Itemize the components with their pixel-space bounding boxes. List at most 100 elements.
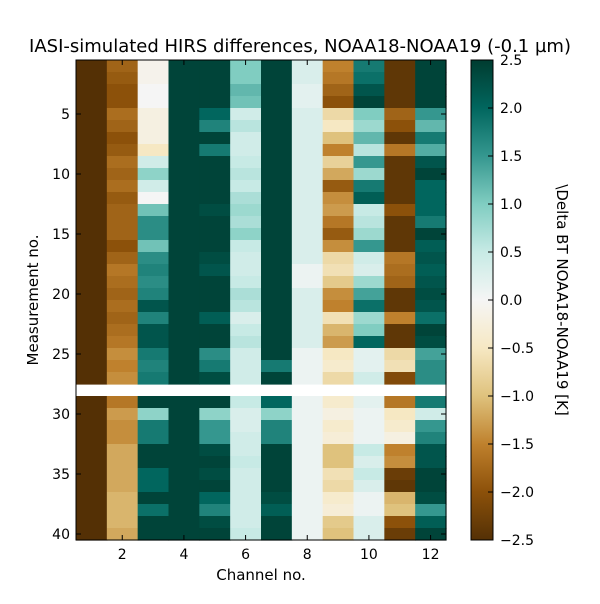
heatmap-cell-r4-c7 — [261, 96, 293, 109]
heatmap-cell-r36-c12 — [415, 480, 447, 493]
heatmap-cell-r17-c7 — [261, 252, 293, 265]
heatmap-cell-r32-c8 — [291, 432, 324, 445]
heatmap-cell-r2-c11 — [384, 72, 416, 85]
heatmap-cell-r26-c2 — [106, 360, 139, 373]
heatmap-cell-r39-c9 — [322, 516, 355, 529]
heatmap-cell-r22-c1 — [76, 312, 108, 325]
colorbar-ticks: −2.5 −2.0 −1.5 −1.0 −0.5 0.0 0.5 1.0 1.5 2.0 2.5 — [488, 53, 534, 549]
heatmap-cell-r2-c6 — [230, 72, 262, 85]
heatmap-cell-r12-c2 — [106, 192, 139, 205]
heatmap-cell-r25-c2 — [106, 348, 139, 361]
heatmap-cell-r17-c4 — [168, 252, 200, 265]
heatmap-cell-r9-c10 — [353, 156, 385, 169]
heatmap-cell-r12-c3 — [137, 192, 170, 205]
heatmap-cell-r18-c2 — [106, 264, 139, 277]
heatmap-cell-r6-c3 — [137, 120, 170, 133]
heatmap-cell-r39-c5 — [199, 516, 231, 529]
heatmap-cell-r35-c3 — [137, 468, 170, 481]
heatmap-cell-r16-c2 — [106, 240, 139, 253]
heatmap-cell-r10-c1 — [76, 168, 108, 181]
heatmap-cell-r32-c6 — [230, 432, 262, 445]
heatmap-cell-r20-c6 — [230, 288, 262, 301]
heatmap-cell-r18-c3 — [137, 264, 170, 277]
heatmap-cell-r40-c12 — [415, 528, 447, 541]
heatmap-cell-r34-c11 — [384, 456, 416, 469]
heatmap-cell-r33-c10 — [353, 444, 385, 457]
heatmap-cell-r38-c8 — [291, 504, 324, 517]
heatmap-cell-r15-c10 — [353, 228, 385, 241]
heatmap-cell-r15-c1 — [76, 228, 108, 241]
heatmap-cell-r5-c6 — [230, 108, 262, 121]
x-axis: 2 4 6 8 10 12 — [118, 60, 440, 563]
heatmap-cell-r16-c3 — [137, 240, 170, 253]
heatmap-cell-r38-c5 — [199, 504, 231, 517]
heatmap-cell-r6-c2 — [106, 120, 139, 133]
heatmap-cell-r38-c10 — [353, 504, 385, 517]
heatmap-cell-r13-c4 — [168, 204, 200, 217]
heatmap-cell-r40-c1 — [76, 528, 108, 541]
heatmap-cell-r24-c8 — [291, 336, 324, 349]
heatmap-cell-r2-c4 — [168, 72, 200, 85]
x-tick-label: 12 — [422, 547, 440, 563]
heatmap-cell-r19-c10 — [353, 276, 385, 289]
heatmap-cell-r17-c9 — [322, 252, 355, 265]
heatmap-cell-r39-c6 — [230, 516, 262, 529]
heatmap-cell-r31-c10 — [353, 420, 385, 433]
heatmap-cell-r7-c9 — [322, 132, 355, 145]
heatmap-cell-r31-c9 — [322, 420, 355, 433]
heatmap-cell-r17-c10 — [353, 252, 385, 265]
heatmap-cell-r14-c8 — [291, 216, 324, 229]
heatmap-cell-r22-c10 — [353, 312, 385, 325]
heatmap-cell-r3-c10 — [353, 84, 385, 97]
colorbar-tick-label: 0.0 — [500, 293, 522, 309]
heatmap-cell-r16-c8 — [291, 240, 324, 253]
colorbar-tick-label: −1.5 — [500, 437, 534, 453]
heatmap-cell-r9-c5 — [199, 156, 231, 169]
heatmap-cell-r13-c6 — [230, 204, 262, 217]
heatmap-cell-r26-c6 — [230, 360, 262, 373]
heatmap-cell-r19-c3 — [137, 276, 170, 289]
heatmap-cell-r21-c4 — [168, 300, 200, 313]
heatmap-cell-r36-c5 — [199, 480, 231, 493]
heatmap-cell-r24-c10 — [353, 336, 385, 349]
heatmap-cell-r31-c6 — [230, 420, 262, 433]
colorbar-tick-label: −2.0 — [500, 485, 534, 501]
heatmap-cell-r12-c12 — [415, 192, 447, 205]
heatmap-cell-r27-c11 — [384, 372, 416, 385]
heatmap-cell-r8-c1 — [76, 144, 108, 157]
colorbar-tick-label: 0.5 — [500, 245, 522, 261]
heatmap-cell-r4-c2 — [106, 96, 139, 109]
heatmap-cell-r15-c5 — [199, 228, 231, 241]
heatmap-cell-r19-c9 — [322, 276, 355, 289]
heatmap-cell-r2-c10 — [353, 72, 385, 85]
heatmap-cell-r36-c1 — [76, 480, 108, 493]
heatmap-cell-r35-c11 — [384, 468, 416, 481]
y-tick-label: 25 — [52, 347, 70, 363]
heatmap-cell-r1-c12 — [415, 60, 447, 73]
heatmap-cell-r19-c5 — [199, 276, 231, 289]
colorbar-tick-label: −2.5 — [500, 533, 534, 549]
colorbar-tick-label: 2.5 — [500, 53, 522, 69]
y-axis: 5 10 15 20 25 30 35 40 — [52, 107, 446, 543]
heatmap-cell-r39-c7 — [261, 516, 293, 529]
heatmap-cell-r13-c9 — [322, 204, 355, 217]
heatmap-cell-r33-c7 — [261, 444, 293, 457]
heatmap-cell-r30-c11 — [384, 408, 416, 421]
heatmap-cell-r29-c11 — [384, 396, 416, 409]
heatmap-cell-r23-c11 — [384, 324, 416, 337]
heatmap-cell-r34-c2 — [106, 456, 139, 469]
heatmap-cell-r36-c4 — [168, 480, 200, 493]
heatmap-cell-r24-c7 — [261, 336, 293, 349]
heatmap-cell-r18-c7 — [261, 264, 293, 277]
heatmap-cell-r35-c9 — [322, 468, 355, 481]
x-tick-label: 8 — [303, 547, 312, 563]
heatmap-cell-r15-c4 — [168, 228, 200, 241]
heatmap-cell-r22-c4 — [168, 312, 200, 325]
heatmap-cell-r9-c2 — [106, 156, 139, 169]
heatmap-cell-r4-c11 — [384, 96, 416, 109]
y-tick-label: 15 — [52, 227, 70, 243]
heatmap-cell-r17-c1 — [76, 252, 108, 265]
colorbar-tick-label: −1.0 — [500, 389, 534, 405]
heatmap-cell-r26-c11 — [384, 360, 416, 373]
heatmap-cell-r18-c12 — [415, 264, 447, 277]
